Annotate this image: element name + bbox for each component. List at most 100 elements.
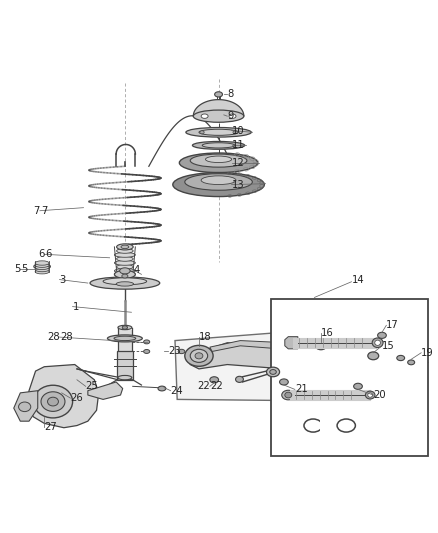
Ellipse shape bbox=[117, 264, 133, 269]
Text: 22: 22 bbox=[211, 381, 223, 391]
Ellipse shape bbox=[118, 375, 132, 380]
Ellipse shape bbox=[114, 270, 135, 278]
Polygon shape bbox=[175, 323, 428, 401]
Text: 12: 12 bbox=[232, 158, 244, 168]
Ellipse shape bbox=[35, 265, 49, 270]
Ellipse shape bbox=[35, 261, 49, 265]
Ellipse shape bbox=[144, 350, 150, 353]
Polygon shape bbox=[285, 337, 298, 349]
Ellipse shape bbox=[365, 391, 375, 399]
Ellipse shape bbox=[173, 173, 264, 197]
Ellipse shape bbox=[375, 340, 381, 345]
Text: 4: 4 bbox=[134, 265, 140, 275]
Polygon shape bbox=[188, 343, 380, 373]
Text: 20: 20 bbox=[373, 390, 386, 400]
Polygon shape bbox=[210, 341, 373, 356]
Text: 10: 10 bbox=[232, 126, 244, 135]
Bar bbox=[271, 299, 428, 456]
Polygon shape bbox=[193, 100, 244, 116]
Text: 7: 7 bbox=[41, 206, 47, 216]
Ellipse shape bbox=[34, 263, 50, 270]
Bar bbox=[320, 419, 325, 432]
Ellipse shape bbox=[202, 143, 235, 148]
Ellipse shape bbox=[114, 269, 135, 273]
Ellipse shape bbox=[353, 383, 362, 390]
Bar bbox=[118, 330, 132, 375]
Ellipse shape bbox=[201, 114, 208, 118]
Ellipse shape bbox=[103, 278, 147, 285]
Text: 28: 28 bbox=[60, 332, 73, 342]
Text: 28: 28 bbox=[47, 332, 60, 342]
Ellipse shape bbox=[397, 356, 405, 361]
Ellipse shape bbox=[368, 393, 373, 397]
Ellipse shape bbox=[179, 153, 258, 173]
Text: 5: 5 bbox=[14, 264, 20, 273]
Ellipse shape bbox=[121, 245, 129, 248]
Ellipse shape bbox=[122, 326, 127, 329]
Ellipse shape bbox=[116, 282, 134, 286]
Text: 17: 17 bbox=[386, 320, 399, 330]
Text: 15: 15 bbox=[382, 341, 395, 351]
Text: 24: 24 bbox=[171, 386, 183, 395]
Ellipse shape bbox=[107, 335, 142, 342]
Ellipse shape bbox=[186, 127, 251, 137]
Ellipse shape bbox=[210, 377, 219, 383]
Text: 23: 23 bbox=[169, 346, 181, 357]
Text: 1: 1 bbox=[73, 302, 79, 312]
Text: 16: 16 bbox=[321, 328, 334, 338]
Ellipse shape bbox=[122, 274, 128, 278]
Ellipse shape bbox=[193, 110, 244, 122]
Text: 6: 6 bbox=[45, 249, 52, 259]
Text: 19: 19 bbox=[421, 348, 434, 358]
Ellipse shape bbox=[33, 385, 73, 418]
Text: 3: 3 bbox=[60, 274, 66, 285]
Ellipse shape bbox=[200, 131, 204, 134]
Ellipse shape bbox=[48, 397, 58, 406]
Text: 13: 13 bbox=[232, 180, 244, 190]
Ellipse shape bbox=[315, 342, 326, 350]
Ellipse shape bbox=[199, 129, 238, 135]
Ellipse shape bbox=[35, 263, 49, 268]
Ellipse shape bbox=[282, 390, 295, 400]
Text: 14: 14 bbox=[351, 274, 364, 285]
Text: 6: 6 bbox=[38, 249, 44, 259]
Ellipse shape bbox=[120, 268, 130, 274]
Ellipse shape bbox=[35, 270, 49, 274]
Ellipse shape bbox=[192, 141, 245, 149]
Ellipse shape bbox=[35, 268, 49, 272]
Text: 26: 26 bbox=[71, 393, 83, 403]
Text: 27: 27 bbox=[44, 422, 57, 432]
Ellipse shape bbox=[185, 174, 252, 190]
Polygon shape bbox=[14, 391, 38, 421]
Ellipse shape bbox=[117, 248, 133, 253]
Text: 22: 22 bbox=[197, 381, 210, 391]
Text: 7: 7 bbox=[34, 206, 40, 216]
Ellipse shape bbox=[236, 376, 244, 382]
Polygon shape bbox=[88, 382, 123, 399]
Text: 9: 9 bbox=[227, 111, 233, 121]
Ellipse shape bbox=[158, 386, 166, 391]
Ellipse shape bbox=[229, 114, 236, 118]
Ellipse shape bbox=[190, 154, 247, 167]
Ellipse shape bbox=[118, 325, 132, 330]
Text: 21: 21 bbox=[295, 384, 307, 394]
Ellipse shape bbox=[266, 367, 279, 377]
Text: 8: 8 bbox=[227, 90, 233, 99]
Polygon shape bbox=[27, 365, 99, 427]
Ellipse shape bbox=[408, 360, 415, 365]
Ellipse shape bbox=[41, 392, 65, 411]
Ellipse shape bbox=[114, 261, 135, 265]
Ellipse shape bbox=[90, 277, 160, 289]
Ellipse shape bbox=[195, 353, 203, 359]
Ellipse shape bbox=[117, 244, 133, 250]
Text: 25: 25 bbox=[86, 381, 99, 391]
Ellipse shape bbox=[114, 253, 135, 257]
Ellipse shape bbox=[190, 349, 208, 362]
Ellipse shape bbox=[270, 369, 276, 374]
Ellipse shape bbox=[117, 256, 133, 261]
Ellipse shape bbox=[285, 392, 292, 398]
Ellipse shape bbox=[368, 352, 379, 360]
Text: 18: 18 bbox=[199, 332, 212, 342]
Ellipse shape bbox=[201, 176, 236, 184]
Ellipse shape bbox=[114, 336, 136, 341]
